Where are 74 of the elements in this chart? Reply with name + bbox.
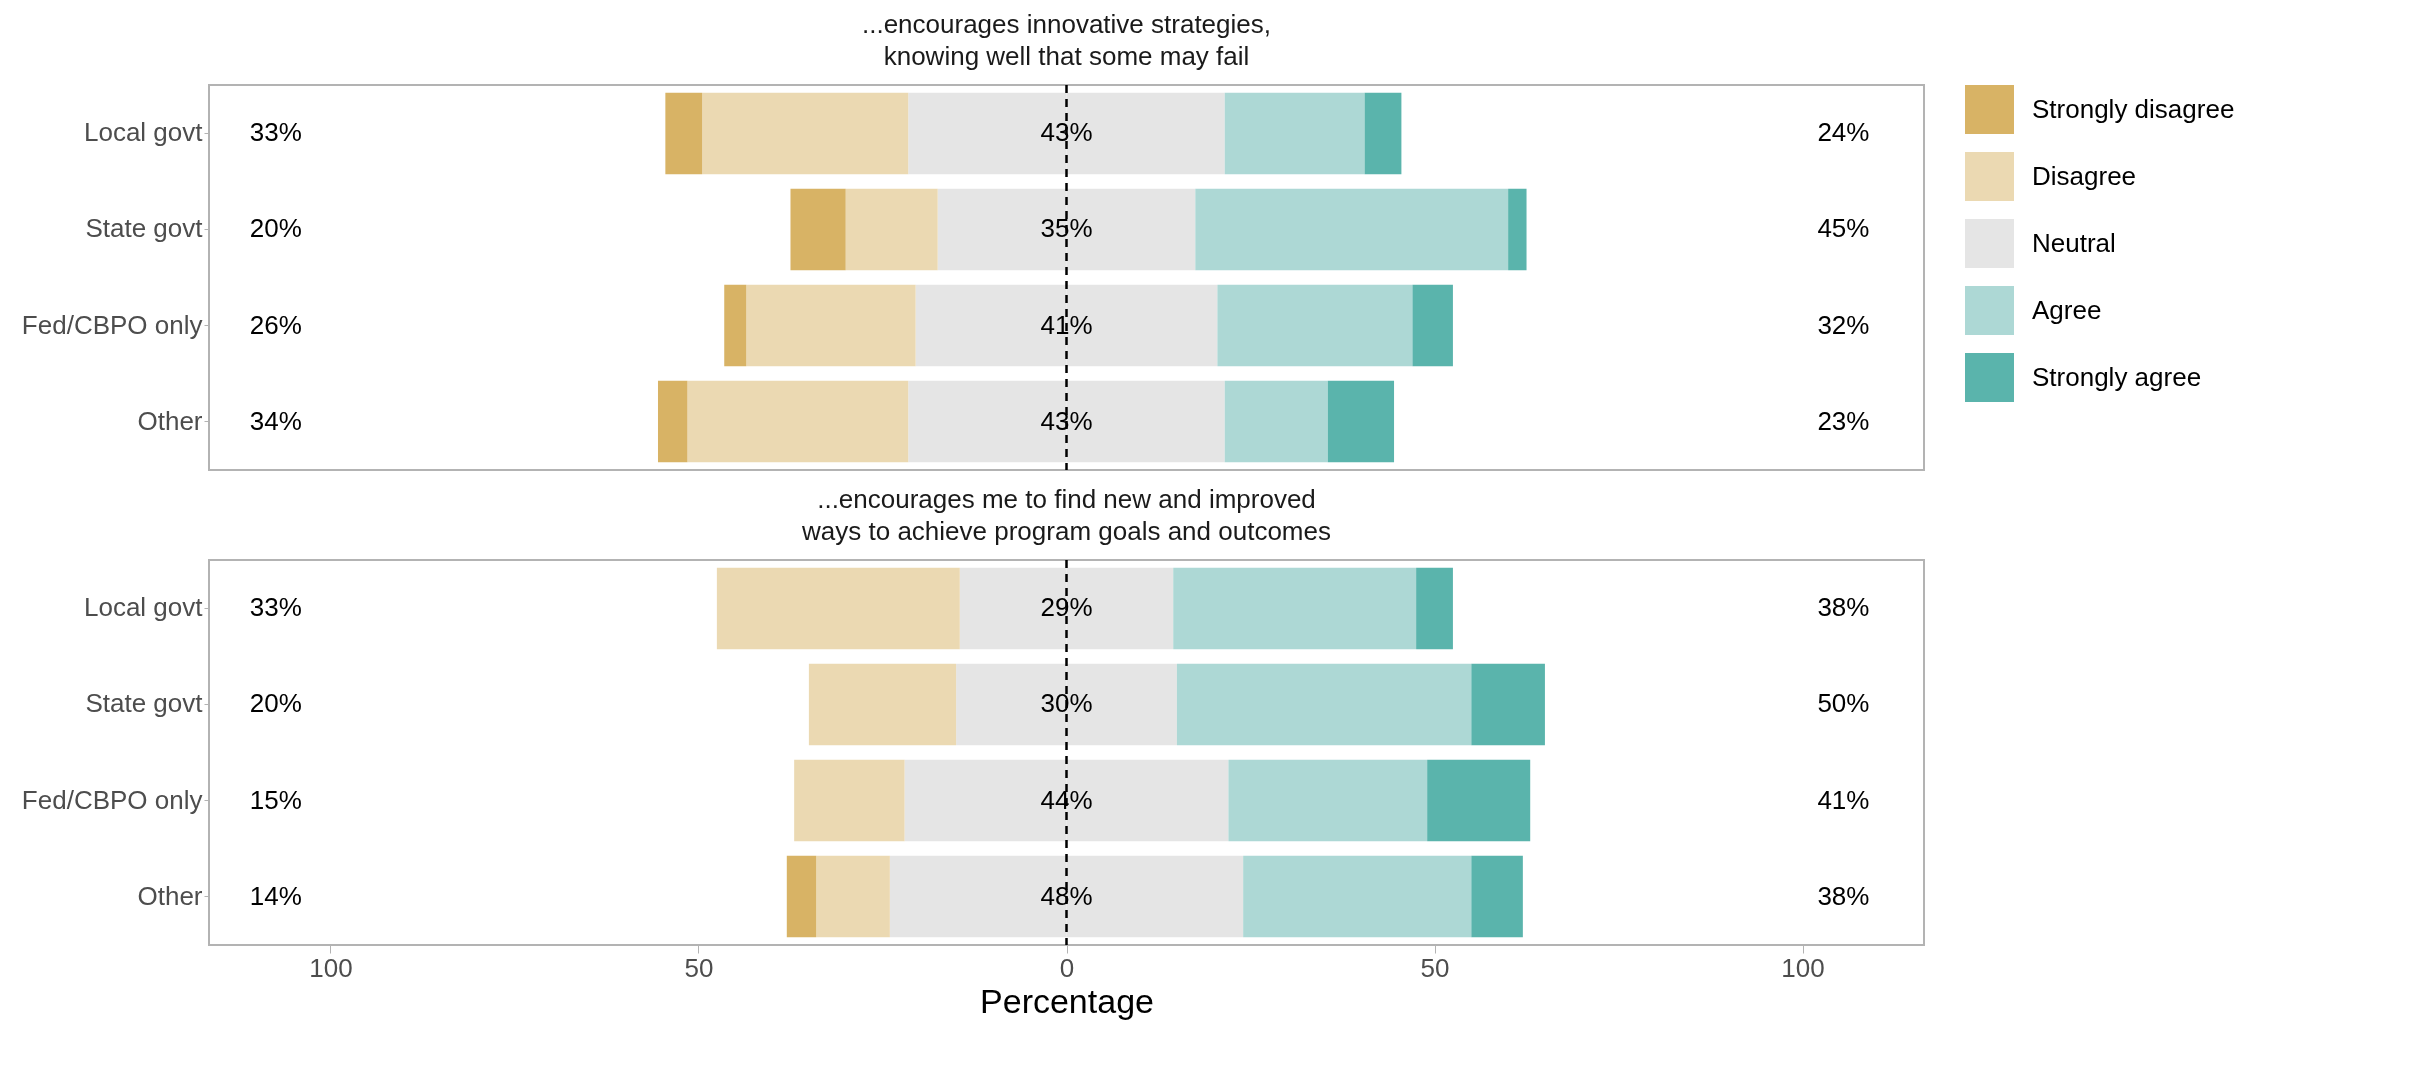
bar: [790, 188, 846, 271]
bar: [845, 188, 938, 271]
annotation: 32%: [1817, 309, 1870, 340]
annotation: 29%: [1040, 592, 1093, 623]
annotation: 41%: [1817, 784, 1870, 815]
bar: [1471, 855, 1523, 938]
annotation: 33%: [249, 592, 302, 623]
legend-label: Agree: [2032, 294, 2102, 325]
x-axis-title: Percentage: [980, 981, 1154, 1020]
annotation: 41%: [1040, 309, 1093, 340]
bar: [1224, 380, 1328, 463]
bar: [716, 567, 960, 650]
bar: [1364, 92, 1402, 175]
annotation: 38%: [1817, 592, 1870, 623]
annotation: 33%: [249, 117, 302, 148]
annotation: 20%: [249, 213, 302, 244]
y-tick-label: Local govt: [83, 592, 204, 623]
legend-label: Strongly agree: [2032, 361, 2202, 392]
annotation: 20%: [249, 688, 302, 719]
bar: [1508, 188, 1527, 271]
legend-label: Neutral: [2032, 227, 2116, 258]
bar: [1195, 188, 1509, 271]
y-tick-label: Fed/CBPO only: [21, 784, 203, 815]
bar: [1416, 567, 1453, 650]
y-tick-label: Other: [137, 880, 203, 911]
annotation: 50%: [1817, 688, 1870, 719]
annotation: 43%: [1040, 117, 1093, 148]
bar: [786, 855, 817, 938]
bar: [1173, 567, 1417, 650]
bar: [1243, 855, 1472, 938]
annotation: 45%: [1817, 213, 1870, 244]
y-tick-label: Fed/CBPO only: [21, 309, 203, 340]
x-tick-label: 50: [684, 952, 714, 983]
bar: [1176, 663, 1472, 746]
legend-label: Disagree: [2032, 160, 2137, 191]
bar: [1228, 759, 1428, 842]
y-tick-label: State govt: [85, 213, 204, 244]
bar: [1224, 92, 1365, 175]
annotation: 38%: [1817, 880, 1870, 911]
annotation: 15%: [249, 784, 302, 815]
bar: [1412, 284, 1453, 367]
bar: [724, 284, 747, 367]
chart-title: ...encourages innovative strategies, knowing well that some may fail: [861, 8, 1272, 71]
bar: [702, 92, 909, 175]
x-tick-label: 0: [1059, 952, 1075, 983]
bar: [794, 759, 905, 842]
bar: [657, 380, 688, 463]
legend-label: Strongly disagree: [2032, 93, 2235, 124]
bar: [1471, 663, 1545, 746]
bar: [1327, 380, 1395, 463]
x-tick-label: 100: [309, 952, 353, 983]
bar: [665, 92, 703, 175]
bar: [808, 663, 957, 746]
bar: [687, 380, 909, 463]
annotation: 48%: [1040, 880, 1093, 911]
y-tick-label: Other: [137, 405, 203, 436]
y-tick-label: State govt: [85, 688, 204, 719]
bar: [1427, 759, 1531, 842]
y-tick-label: Local govt: [83, 117, 204, 148]
annotation: 30%: [1040, 688, 1093, 719]
bar: [1217, 284, 1413, 367]
x-tick-label: 50: [1420, 952, 1450, 983]
bar: [816, 855, 890, 938]
x-tick-label: 100: [1781, 952, 1825, 983]
annotation: 43%: [1040, 405, 1093, 436]
annotation: 44%: [1040, 784, 1093, 815]
annotation: 24%: [1817, 117, 1870, 148]
annotation: 35%: [1040, 213, 1093, 244]
bar: [746, 284, 916, 367]
annotation: 26%: [249, 309, 302, 340]
annotation: 23%: [1817, 405, 1870, 436]
chart-title: ...encourages me to find new and improved ways to achieve program goals and outcomes: [801, 483, 1331, 546]
annotation: 14%: [249, 880, 302, 911]
annotation: 34%: [249, 405, 302, 436]
